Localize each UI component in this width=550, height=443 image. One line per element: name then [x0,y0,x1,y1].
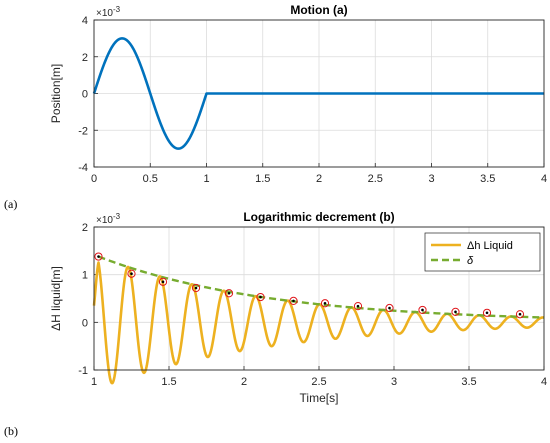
decrement-peak-dot [323,301,327,305]
decrement-series-envelope [98,255,545,319]
decrement-axis-exponent: ×10-3 [96,212,121,226]
decrement-xtick-label: 2.5 [311,376,326,388]
legend-label-liquid: Δh Liquid [467,240,513,252]
log-decrement-chart: 1 1.5 2 2.5 3 3.5 4 -1 0 1 2 Logarithmic decrement … [49,210,547,405]
decrement-xtick-label: 3 [391,376,397,388]
motion-ytick-label: -4 [78,162,88,174]
motion-axes-frame [93,19,545,168]
decrement-peak-dot [485,311,489,315]
decrement-peak-dot [292,299,295,303]
decrement-peak-marker [353,302,363,311]
decrement-xtick-label: 1.5 [161,376,176,388]
decrement-peak-dot [130,272,133,276]
motion-xtick-label: 4 [541,173,547,185]
decrement-peak-dot [356,304,360,308]
motion-xtick-label: 0 [91,173,97,185]
decrement-peak-dot [259,295,262,299]
decrement-peak-dot [194,286,198,290]
decrement-ytick-label: 0 [82,317,88,329]
decrement-xtick-label: 1 [91,376,97,388]
motion-ytick-label: 2 [82,52,88,64]
legend-box [424,232,541,272]
decrement-peak-marker [515,310,525,319]
motion-series-line [92,37,544,150]
decrement-peak-marker [94,252,103,261]
decrement-peak-dot [421,308,424,312]
motion-xtick-label: 1.5 [255,173,270,185]
decrement-xtick-label: 3.5 [461,376,476,388]
decrement-peak-marker [451,307,460,316]
motion-ytick-label: -2 [78,125,88,137]
decrement-peak-dot [97,255,100,258]
motion-xtick-label: 2 [316,173,322,185]
decrement-peak-dot [454,310,457,314]
decrement-ytick-label: 1 [82,270,88,282]
decrement-peak-dot [227,291,231,295]
motion-ytick-label: 4 [82,15,88,27]
motion-axis-exponent: ×10-3 [96,5,121,19]
motion-xtick-label: 1 [203,173,209,185]
decrement-axes-frame [93,226,545,371]
decrement-title: Logarithmic decrement (b) [243,210,394,224]
decrement-peak-marker [127,269,136,278]
decrement-peak-marker [289,296,298,305]
decrement-peak-dot [388,306,391,310]
motion-xtick-label: 3 [428,173,434,185]
decrement-ylabel: ΔH liquid[m] [49,266,63,331]
decrement-peak-dot [518,312,522,316]
decrement-peak-dot [161,280,165,284]
decrement-peak-marker [385,303,394,313]
decrement-peak-marker [418,305,427,315]
motion-xtick-label: 0.5 [143,173,158,185]
motion-title: Motion (a) [290,3,347,17]
decrement-peak-marker [320,299,330,308]
motion-ylabel: Position[m] [49,64,63,123]
motion-chart: 0 0.5 1 1.5 2 2.5 3 3.5 4 -4 -2 0 2 4 Motion (a) ×10-3 P… [49,3,547,185]
decrement-peak-marker [224,289,234,298]
decrement-xlabel: Time[s] [300,391,339,405]
motion-xtick-label: 2.5 [368,173,383,185]
decrement-peak-marker [158,277,168,286]
subfigure-label-a: (a) [4,197,18,211]
decrement-peak-marker [482,308,492,317]
motion-ytick-label: 0 [82,89,88,101]
decrement-xtick-label: 4 [541,376,547,388]
decrement-xtick-label: 2 [241,376,247,388]
decrement-peak-marker [256,292,265,302]
decrement-ytick-label: -1 [78,365,88,377]
legend-label-envelope: δ [467,255,474,267]
motion-xtick-label: 3.5 [480,173,495,185]
subfigure-label-b: (b) [4,424,18,438]
decrement-peak-marker [191,283,201,293]
decrement-ytick-label: 2 [82,222,88,234]
